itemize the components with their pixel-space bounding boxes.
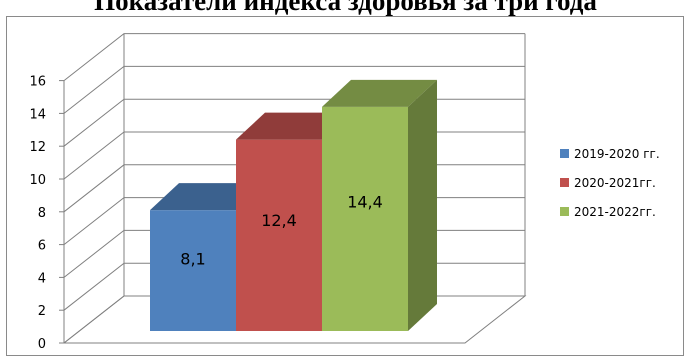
bars — [150, 79, 437, 331]
legend-swatch — [560, 207, 569, 216]
y-tick-label: 12 — [29, 140, 46, 155]
bar-side — [408, 79, 437, 331]
y-tick-label: 8 — [38, 206, 46, 221]
y-tick-label: 4 — [38, 271, 46, 286]
gridline — [63, 33, 525, 81]
chart-frame — [6, 16, 684, 356]
y-tick-label: 16 — [29, 75, 46, 90]
data-labels: 8,1 12,4 14,4 — [180, 193, 383, 269]
y-tick-label: 0 — [38, 337, 46, 352]
bar-front — [322, 106, 408, 331]
chart-title: Показатели индекса здоровья за три года — [94, 0, 597, 16]
bar-top — [322, 79, 437, 107]
y-tick-label: 14 — [29, 107, 46, 122]
legend-label: 2021-2022гг. — [574, 205, 656, 219]
bar — [322, 79, 437, 331]
legend-swatch — [560, 149, 569, 158]
legend-swatch — [560, 178, 569, 187]
y-tick-label: 6 — [38, 239, 46, 254]
bar-front — [236, 139, 322, 331]
data-label: 8,1 — [180, 250, 205, 269]
gridline — [63, 65, 525, 114]
bar-front — [150, 210, 236, 331]
legend-label: 2020-2021гг. — [574, 176, 656, 190]
legend: 2019-2020 гг. 2020-2021гг. 2021-2022гг. — [560, 147, 660, 219]
legend-label: 2019-2020 гг. — [574, 147, 660, 161]
y-axis-ticks: 0 2 4 6 8 10 12 14 16 — [29, 75, 64, 352]
data-label: 14,4 — [347, 193, 383, 212]
y-tick-label: 10 — [29, 173, 46, 188]
data-label: 12,4 — [261, 211, 297, 230]
y-tick-label: 2 — [38, 304, 46, 319]
